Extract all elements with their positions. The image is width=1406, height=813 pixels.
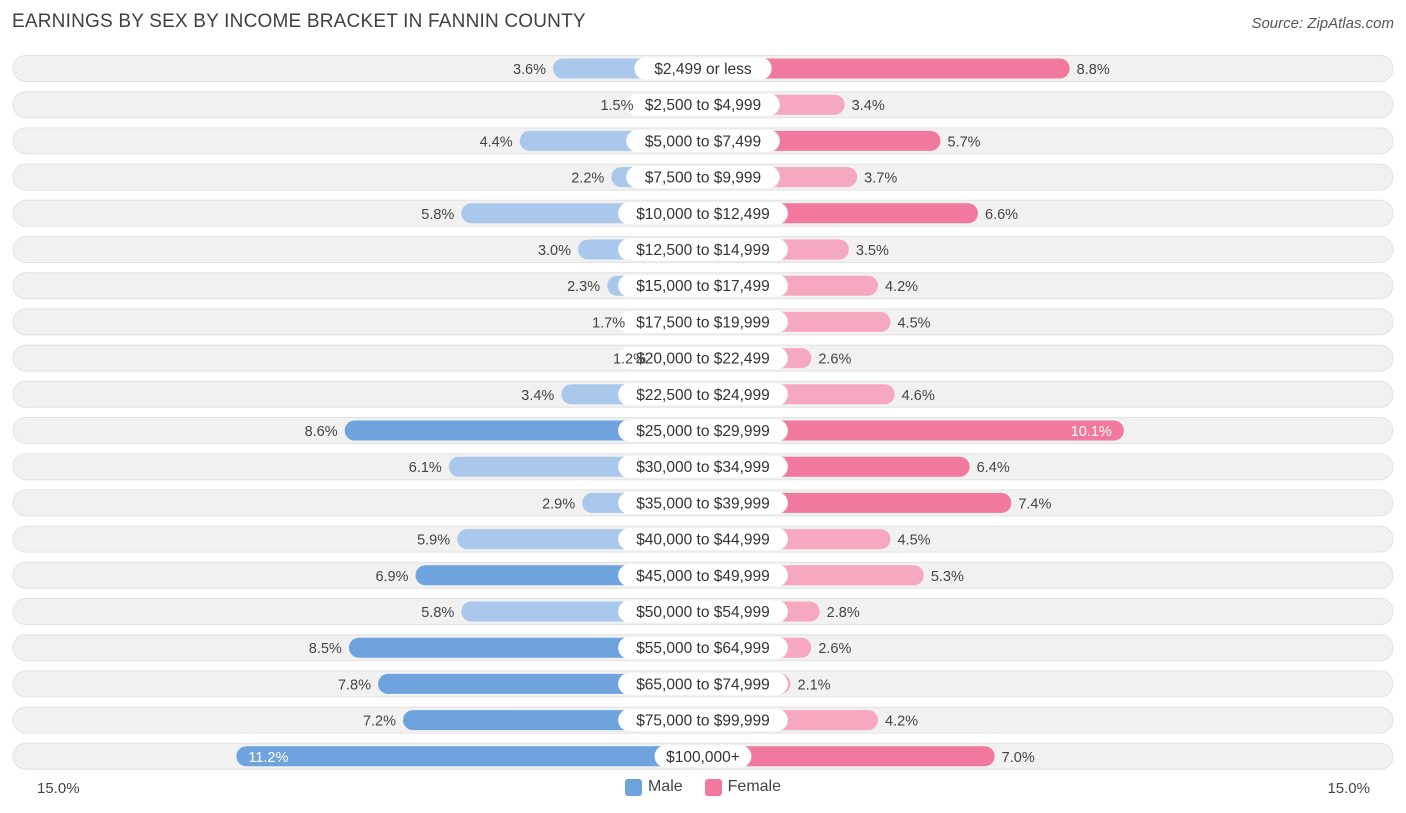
female-value-label: 4.5% (898, 315, 931, 331)
female-value-label: 6.6% (985, 207, 1018, 223)
category-label: $30,000 to $34,999 (636, 459, 770, 476)
bar-female (703, 58, 1070, 79)
category-pill (626, 166, 780, 189)
male-value-label: 6.9% (375, 569, 408, 585)
category-pill (618, 491, 788, 514)
category-pill (618, 383, 788, 406)
category-label: $12,500 to $14,999 (636, 242, 770, 259)
male-value-label: 4.4% (480, 134, 513, 150)
chart-title: EARNINGS BY SEX BY INCOME BRACKET IN FAN… (12, 11, 586, 32)
female-value-label: 8.8% (1077, 62, 1110, 78)
female-value-label: 4.6% (902, 388, 935, 404)
category-label: $7,500 to $9,999 (645, 170, 761, 187)
category-pill (618, 274, 788, 297)
female-value-label: 7.4% (1018, 496, 1051, 512)
category-pill (618, 528, 788, 551)
category-pill (618, 564, 788, 587)
legend-label-female: Female (727, 778, 782, 795)
category-label: $50,000 to $54,999 (636, 604, 770, 621)
legend-item-male[interactable]: Male (624, 778, 683, 796)
male-value-label: 2.9% (542, 496, 575, 512)
male-value-label: 3.6% (513, 62, 546, 78)
male-value-label: 5.8% (421, 605, 454, 621)
category-pill (618, 672, 788, 695)
male-value-label: 2.3% (567, 279, 600, 295)
male-value-label: 1.7% (592, 315, 625, 331)
category-label: $17,500 to $19,999 (636, 314, 770, 331)
female-value-label: 4.2% (885, 714, 918, 730)
category-label: $15,000 to $17,499 (636, 278, 770, 295)
male-value-label: 3.0% (538, 243, 571, 259)
axis-max-label: 15.0% (1327, 780, 1370, 797)
male-value-label: 3.4% (521, 388, 554, 404)
male-value-label: 8.5% (309, 641, 342, 657)
category-label: $2,500 to $4,999 (645, 97, 761, 114)
category-label: $22,500 to $24,999 (636, 387, 770, 404)
category-label: $45,000 to $49,999 (636, 568, 770, 585)
category-pill (618, 202, 788, 225)
female-value-label: 3.7% (864, 171, 897, 187)
category-pill (634, 57, 772, 80)
diverging-bar-chart: $2,499 or less 3.6% 8.8% $2,500 to $4,999 1.… (12, 55, 1394, 770)
bar-female (703, 420, 1124, 441)
bar-male (348, 637, 703, 658)
female-value-label: 5.7% (948, 134, 981, 150)
bar-male (236, 746, 704, 767)
male-value-label: 11.2% (248, 750, 288, 766)
category-label: $35,000 to $39,999 (636, 495, 770, 512)
category-pill (618, 600, 788, 623)
legend-item-female[interactable]: Female (704, 778, 782, 796)
male-value-label: 7.2% (363, 714, 396, 730)
legend-swatch-female (704, 778, 722, 796)
female-value-label: 2.8% (827, 605, 860, 621)
female-value-label: 10.1% (1071, 424, 1112, 440)
category-label: $100,000+ (666, 749, 740, 766)
legend-label-male: Male (647, 778, 683, 795)
male-value-label: 5.9% (417, 533, 450, 549)
female-value-label: 4.5% (898, 533, 931, 549)
category-pill (618, 636, 788, 659)
category-label: $10,000 to $12,499 (636, 206, 770, 223)
female-value-label: 5.3% (931, 569, 964, 585)
category-pill (626, 129, 780, 152)
category-pill (618, 310, 788, 333)
category-pill (654, 745, 752, 768)
category-label: $75,000 to $99,999 (636, 713, 770, 730)
category-label: $20,000 to $22,499 (636, 351, 770, 368)
category-pill (618, 238, 788, 261)
category-pill (618, 419, 788, 442)
male-value-label: 7.8% (338, 677, 371, 693)
male-value-label: 8.6% (305, 424, 338, 440)
source-credit: Source: ZipAtlas.com (1251, 15, 1394, 32)
female-value-label: 6.4% (977, 460, 1010, 476)
female-value-label: 3.5% (856, 243, 889, 259)
category-label: $40,000 to $44,999 (636, 532, 770, 549)
category-pill (626, 93, 780, 116)
category-pill (618, 709, 788, 732)
legend-swatch-male (624, 778, 642, 796)
male-value-label: 5.8% (421, 207, 454, 223)
axis-min-label: 15.0% (37, 780, 80, 797)
female-value-label: 7.0% (1002, 750, 1035, 766)
male-value-label: 6.1% (409, 460, 442, 476)
category-pill (618, 347, 788, 370)
bar-female (703, 746, 995, 767)
male-value-label: 1.5% (600, 98, 633, 114)
female-value-label: 4.2% (885, 279, 918, 295)
legend: Male Female (0, 778, 1406, 796)
bar-male (344, 420, 703, 441)
category-label: $2,499 or less (654, 61, 752, 78)
category-pill (618, 455, 788, 478)
female-value-label: 2.1% (798, 677, 831, 693)
female-value-label: 2.6% (818, 641, 851, 657)
female-value-label: 3.4% (852, 98, 885, 114)
male-value-label: 1.2% (613, 352, 646, 368)
category-label: $25,000 to $29,999 (636, 423, 770, 440)
female-value-label: 2.6% (818, 352, 851, 368)
category-label: $5,000 to $7,499 (645, 133, 761, 150)
category-label: $55,000 to $64,999 (636, 640, 770, 657)
category-label: $65,000 to $74,999 (636, 676, 770, 693)
male-value-label: 2.2% (571, 171, 604, 187)
